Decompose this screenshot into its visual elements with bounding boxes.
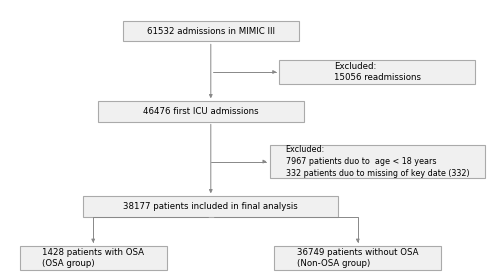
Text: 36749 patients without OSA
(Non-OSA group): 36749 patients without OSA (Non-OSA grou… bbox=[297, 248, 418, 268]
Text: Excluded:
15056 readmissions: Excluded: 15056 readmissions bbox=[334, 61, 421, 82]
Text: 61532 admissions in MIMIC III: 61532 admissions in MIMIC III bbox=[147, 27, 275, 36]
FancyBboxPatch shape bbox=[122, 21, 299, 42]
FancyBboxPatch shape bbox=[270, 145, 485, 178]
Text: Excluded:
7967 patients duo to  age < 18 years
332 patients duo to missing of ke: Excluded: 7967 patients duo to age < 18 … bbox=[286, 145, 469, 178]
FancyBboxPatch shape bbox=[280, 60, 475, 84]
FancyBboxPatch shape bbox=[84, 196, 338, 217]
FancyBboxPatch shape bbox=[274, 246, 441, 270]
Text: 46476 first ICU admissions: 46476 first ICU admissions bbox=[143, 107, 259, 116]
FancyBboxPatch shape bbox=[20, 246, 167, 270]
Text: 38177 patients included in final analysis: 38177 patients included in final analysi… bbox=[124, 202, 298, 211]
Text: 1428 patients with OSA
(OSA group): 1428 patients with OSA (OSA group) bbox=[42, 248, 144, 268]
FancyBboxPatch shape bbox=[98, 101, 304, 122]
